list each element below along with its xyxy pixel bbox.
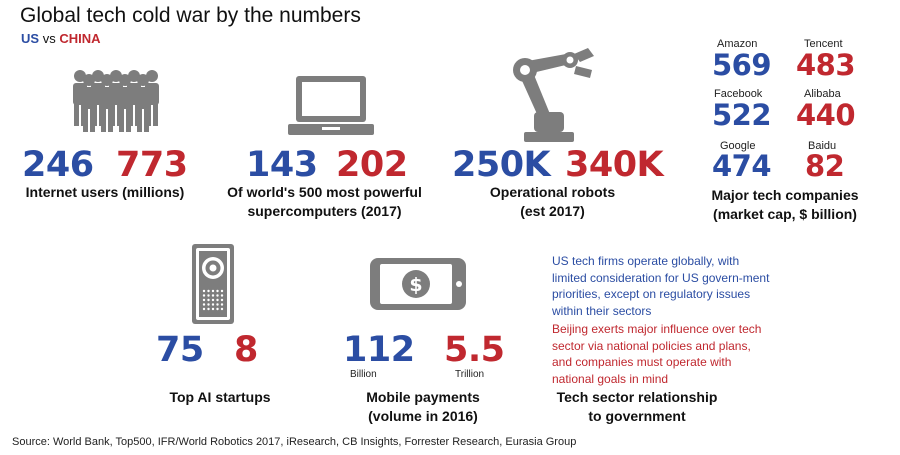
company-name-amazon: Amazon xyxy=(717,38,758,50)
supercomputers-us-value: 143 xyxy=(246,145,318,185)
company-name-facebook: Facebook xyxy=(714,88,763,100)
legend-vs: vs xyxy=(42,31,56,46)
legend-china: CHINA xyxy=(59,31,101,46)
source-note: Source: World Bank, Top500, IFR/World Ro… xyxy=(12,436,577,448)
chart-title: Global tech cold war by the numbers xyxy=(20,4,361,27)
internet-users-china-value: 773 xyxy=(116,145,188,185)
company-value-alibaba: 440 xyxy=(796,98,856,132)
company-value-baidu: 82 xyxy=(805,149,845,183)
robots-china-value: 340K xyxy=(565,145,664,185)
supercomputers-label-line2: supercomputers (2017) xyxy=(247,203,402,219)
mobile-payments-label-line2: (volume in 2016) xyxy=(368,408,478,424)
company-value-tencent: 483 xyxy=(796,48,856,82)
ai-startups-label: Top AI startups xyxy=(169,389,271,405)
mobile-payments-us-value: 112 xyxy=(343,330,415,370)
supercomputers-label-line1: Of world's 500 most powerful xyxy=(227,184,422,200)
legend: US vs CHINA xyxy=(21,31,100,46)
companies-label-line1: Major tech companies xyxy=(711,187,859,203)
companies-label-line2: (market cap, $ billion) xyxy=(713,206,857,222)
us-relationship-text: US tech firms operate globally, with lim… xyxy=(552,254,770,318)
china-relationship-text: Beijing exerts major influence over tech… xyxy=(552,322,762,386)
supercomputers-label: Of world's 500 most powerful supercomput… xyxy=(212,183,437,221)
internet-users-label: Internet users (millions) xyxy=(25,184,185,200)
mobile-payments-label: Mobile payments (volume in 2016) xyxy=(348,388,498,426)
company-name-tencent: Tencent xyxy=(804,38,843,50)
robots-label: Operational robots (est 2017) xyxy=(475,183,630,221)
company-value-google: 474 xyxy=(712,149,772,183)
people-icon xyxy=(73,70,159,132)
robot-arm-icon xyxy=(513,48,594,142)
ai-startups-us-value: 75 xyxy=(156,330,204,370)
ai-startups-china-value: 8 xyxy=(234,330,258,370)
legend-us: US xyxy=(21,31,40,46)
company-name-alibaba: Alibaba xyxy=(804,88,841,100)
mobile-payments-china-unit: Trillion xyxy=(455,369,485,380)
robots-us-value: 250K xyxy=(452,145,551,185)
internet-users-us-value: 246 xyxy=(22,145,94,185)
robots-label-line2: (est 2017) xyxy=(520,203,585,219)
relationship-label: Tech sector relationship to government xyxy=(542,388,732,426)
supercomputers-china-value: 202 xyxy=(336,145,408,185)
mobile-payments-us-unit: Billion xyxy=(350,369,377,380)
laptop-icon xyxy=(288,76,374,135)
svg-text:$: $ xyxy=(409,274,422,296)
company-value-amazon: 569 xyxy=(712,48,772,82)
mobile-payments-china-value: 5.5 xyxy=(444,330,505,370)
relationship-label-line1: Tech sector relationship xyxy=(556,389,718,405)
mobile-payment-icon: $ xyxy=(370,258,466,310)
company-name-baidu: Baidu xyxy=(808,140,837,152)
robots-label-line1: Operational robots xyxy=(489,184,616,200)
companies-label: Major tech companies (market cap, $ bill… xyxy=(690,186,880,224)
mobile-payments-label-line1: Mobile payments xyxy=(366,389,480,405)
ai-device-icon xyxy=(192,244,234,324)
company-name-google: Google xyxy=(720,140,756,152)
relationship-label-line2: to government xyxy=(588,408,686,424)
company-value-facebook: 522 xyxy=(712,98,772,132)
